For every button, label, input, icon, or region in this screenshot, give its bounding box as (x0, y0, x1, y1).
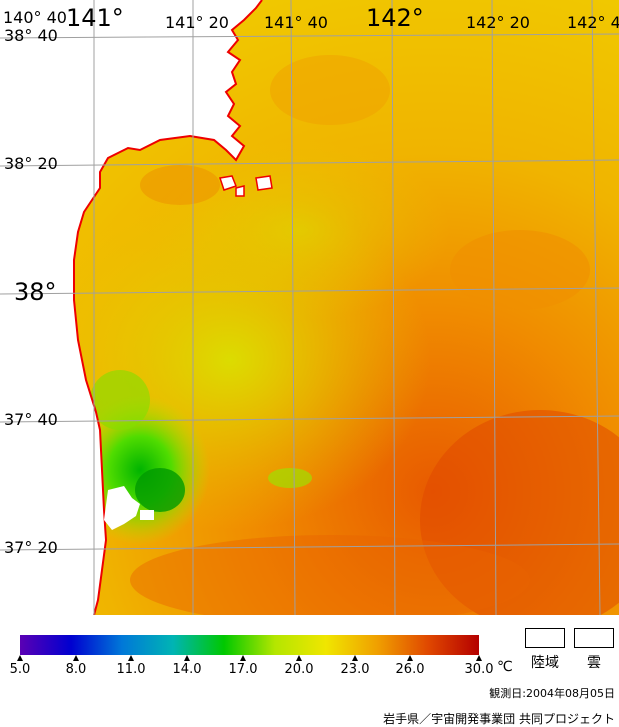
lat-label: 37° 20 (4, 538, 58, 557)
sst-map (0, 0, 619, 615)
warm-water-patch (140, 165, 220, 205)
lon-label: 141° 20 (165, 13, 229, 32)
tick-mark (73, 655, 79, 661)
coastline-islet (219, 175, 237, 191)
tick-mark (296, 655, 302, 661)
gridline-lat (0, 543, 619, 551)
observation-date: 観測日:2004年08月05日 (489, 687, 615, 700)
hot-water-area (420, 410, 619, 615)
colorbar-tick-marks (17, 655, 482, 661)
lat-label: 38° 20 (4, 154, 58, 173)
tick-mark (128, 655, 134, 661)
land-legend-swatch (525, 628, 565, 648)
colorbar-tick-label: 23.0 (340, 662, 370, 677)
colorbar-tick-label: 11.0 (116, 662, 146, 677)
lat-label: 37° 40 (4, 410, 58, 429)
coastline (73, 0, 263, 615)
colorbar-tick-label: 20.0 (284, 662, 314, 677)
gridline-lon (491, 0, 497, 615)
gridline-lat (0, 33, 619, 39)
lon-label: 142° (366, 4, 424, 32)
tick-mark (240, 655, 246, 661)
lon-label: 142° 40 (567, 13, 619, 32)
colorbar-tick-label: 14.0 (172, 662, 202, 677)
lon-label: 141° (66, 4, 124, 32)
land-area (0, 0, 262, 615)
tick-mark (407, 655, 413, 661)
tick-mark (352, 655, 358, 661)
lon-label: 141° 40 (264, 13, 328, 32)
cold-water-patch (90, 370, 150, 430)
cloud-legend-label: 雲 (587, 655, 601, 671)
lon-label: 140° 40 (3, 8, 67, 27)
tick-mark (184, 655, 190, 661)
tick-mark (476, 655, 482, 661)
colorbar-tick-label: 17.0 (228, 662, 258, 677)
hot-water-area (130, 535, 530, 615)
gridline-lon (391, 0, 396, 615)
latitude-gridlines (0, 33, 619, 551)
gridline-lon (591, 0, 601, 615)
colorbar-tick-label: 5.0 (9, 662, 31, 677)
coastline-islet (235, 185, 245, 197)
gridline-lat (0, 287, 619, 295)
lon-label: 142° 20 (466, 13, 530, 32)
cold-water-patch (135, 468, 185, 512)
cold-water-patch (268, 468, 312, 488)
cloud-patch (140, 510, 154, 520)
colorbar-tick-label: 26.0 (395, 662, 425, 677)
coastline-islet (255, 175, 273, 191)
warm-water-patch (270, 55, 390, 125)
gridline-lat (0, 159, 619, 167)
land-legend-label: 陸域 (531, 655, 559, 671)
temperature-colorbar (20, 635, 479, 655)
warm-water-patch (450, 230, 590, 310)
longitude-gridlines (93, 0, 601, 615)
colorbar-tick-label: 8.0 (65, 662, 87, 677)
cloud-patch (104, 486, 140, 530)
lat-label: 38° (14, 278, 57, 306)
temperature-unit: ℃ (497, 659, 513, 675)
tick-mark (17, 655, 23, 661)
cloud-legend-swatch (574, 628, 614, 648)
credit-text: 岩手県／宇宙開発事業団 共同プロジェクト (383, 712, 615, 726)
gridline-lon (290, 0, 296, 615)
colorbar-tick-label: 30.0 (464, 662, 494, 677)
gridline-lat (0, 415, 619, 423)
lat-label: 38° 40 (4, 26, 58, 45)
